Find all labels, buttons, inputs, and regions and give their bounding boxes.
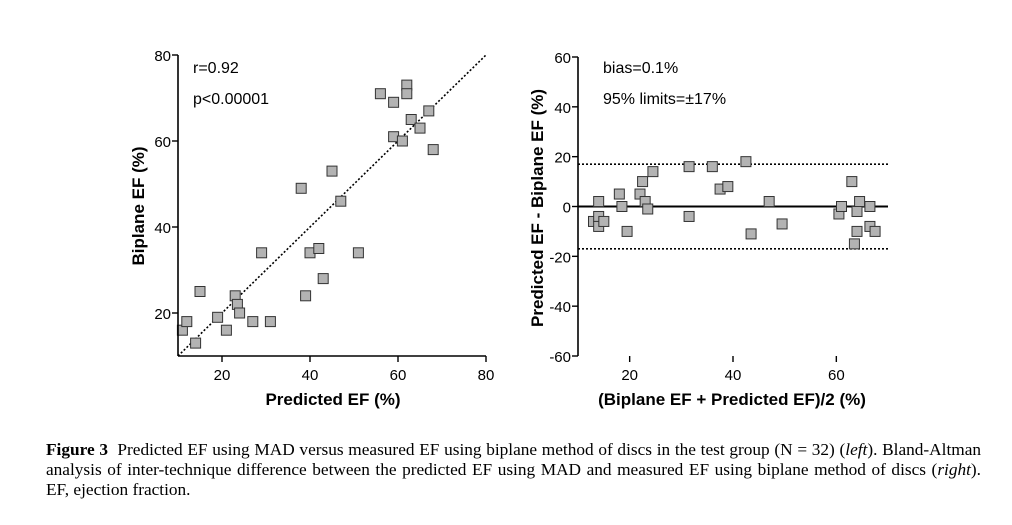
caption-text-2: ). Bland-Altman analysis of inter-techni… bbox=[46, 440, 982, 479]
left-axes: 20 40 60 80 20 40 60 80 bbox=[154, 48, 494, 384]
left-data-points bbox=[176, 79, 439, 349]
limits-annotation: 95% limits=±17% bbox=[603, 91, 726, 108]
caption-left: left bbox=[845, 440, 868, 459]
data-point bbox=[864, 201, 876, 212]
data-point bbox=[740, 156, 752, 168]
data-point bbox=[388, 96, 400, 108]
data-point bbox=[642, 203, 654, 215]
data-point bbox=[869, 225, 881, 237]
data-point bbox=[851, 205, 863, 217]
data-point bbox=[776, 218, 788, 230]
left-y-tick-label: 20 bbox=[154, 306, 171, 323]
data-point bbox=[854, 196, 866, 208]
left-scatter-chart: 20 40 60 80 20 40 60 80 r=0.92 p<0.00001 Predic… bbox=[129, 48, 494, 409]
right-y-tick-label: 60 bbox=[554, 50, 571, 67]
caption-label: Figure 3 bbox=[46, 440, 108, 459]
data-point bbox=[621, 225, 633, 237]
right-x-tick-label: 40 bbox=[725, 367, 742, 384]
right-y-tick-label: 20 bbox=[554, 150, 571, 167]
data-point bbox=[295, 182, 307, 194]
data-point bbox=[427, 144, 439, 156]
caption-text-1: Predicted EF using MAD versus measured E… bbox=[117, 440, 846, 459]
right-y-tick-label: -20 bbox=[549, 249, 571, 266]
right-x-tick-label: 60 bbox=[828, 367, 845, 384]
data-point bbox=[763, 196, 775, 208]
data-point bbox=[190, 337, 202, 349]
data-point bbox=[317, 273, 329, 285]
data-point bbox=[194, 286, 206, 297]
left-x-axis-title: Predicted EF (%) bbox=[265, 390, 400, 409]
right-data-points bbox=[588, 156, 881, 250]
right-y-tick-label: 40 bbox=[554, 100, 571, 117]
left-y-tick-label: 80 bbox=[154, 48, 171, 65]
p-value-annotation: p<0.00001 bbox=[193, 91, 269, 108]
data-point bbox=[836, 201, 847, 212]
left-y-axis-title: Biplane EF (%) bbox=[129, 146, 148, 265]
right-x-axis-title: (Biplane EF + Predicted EF)/2 (%) bbox=[598, 390, 866, 409]
data-point bbox=[683, 161, 695, 173]
correlation-r-annotation: r=0.92 bbox=[193, 60, 239, 77]
data-point bbox=[613, 188, 625, 200]
data-point bbox=[374, 88, 386, 100]
right-y-axis-title: Predicted EF - Biplane EF (%) bbox=[528, 89, 547, 327]
data-point bbox=[212, 311, 224, 323]
data-point bbox=[722, 181, 734, 193]
data-point bbox=[247, 316, 259, 328]
left-y-tick-label: 40 bbox=[154, 220, 171, 237]
data-point bbox=[846, 176, 858, 188]
data-point bbox=[234, 307, 246, 319]
right-y-tick-label: -60 bbox=[549, 349, 571, 366]
data-point bbox=[637, 176, 649, 188]
caption-right: right bbox=[937, 460, 971, 479]
data-point bbox=[335, 195, 347, 207]
left-x-tick-label: 80 bbox=[478, 367, 495, 384]
left-x-tick-label: 40 bbox=[302, 367, 319, 384]
data-point bbox=[300, 290, 312, 302]
figure-canvas: 20 40 60 80 20 40 60 80 r=0.92 p<0.00001 Predic… bbox=[129, 48, 888, 409]
data-point bbox=[647, 166, 659, 178]
figure-caption: Figure 3 Predicted EF using MAD versus m… bbox=[46, 440, 981, 500]
data-point bbox=[848, 238, 860, 250]
data-point bbox=[396, 135, 408, 147]
data-point bbox=[706, 161, 718, 173]
bland-altman-chart: 20 40 60 -60 -40 -20 0 20 40 60 bias=0.1% 95% lim… bbox=[528, 50, 888, 409]
data-point bbox=[683, 210, 695, 222]
data-point bbox=[405, 114, 417, 125]
left-x-tick-label: 60 bbox=[390, 367, 407, 384]
data-point bbox=[264, 316, 276, 328]
caption-text-3: ). EF, ejection fraction. bbox=[46, 460, 981, 499]
data-point bbox=[326, 165, 338, 177]
right-axes: 20 40 60 -60 -40 -20 0 20 40 60 bbox=[549, 50, 844, 384]
data-point bbox=[256, 247, 268, 259]
data-point bbox=[745, 228, 757, 240]
data-point bbox=[616, 201, 628, 212]
data-point bbox=[313, 243, 325, 254]
data-point bbox=[352, 247, 364, 259]
right-y-tick-label: 0 bbox=[563, 200, 571, 217]
data-point bbox=[181, 316, 193, 328]
data-point bbox=[401, 88, 413, 100]
data-point bbox=[220, 324, 232, 336]
bias-annotation: bias=0.1% bbox=[603, 60, 678, 77]
left-x-tick-label: 20 bbox=[214, 367, 231, 384]
right-y-tick-label: -40 bbox=[549, 299, 571, 316]
right-x-tick-label: 20 bbox=[621, 367, 638, 384]
data-point bbox=[414, 122, 426, 134]
left-y-tick-label: 60 bbox=[154, 134, 171, 151]
data-point bbox=[851, 225, 863, 237]
data-point bbox=[598, 215, 610, 227]
data-point bbox=[423, 105, 435, 117]
data-point bbox=[593, 196, 605, 208]
